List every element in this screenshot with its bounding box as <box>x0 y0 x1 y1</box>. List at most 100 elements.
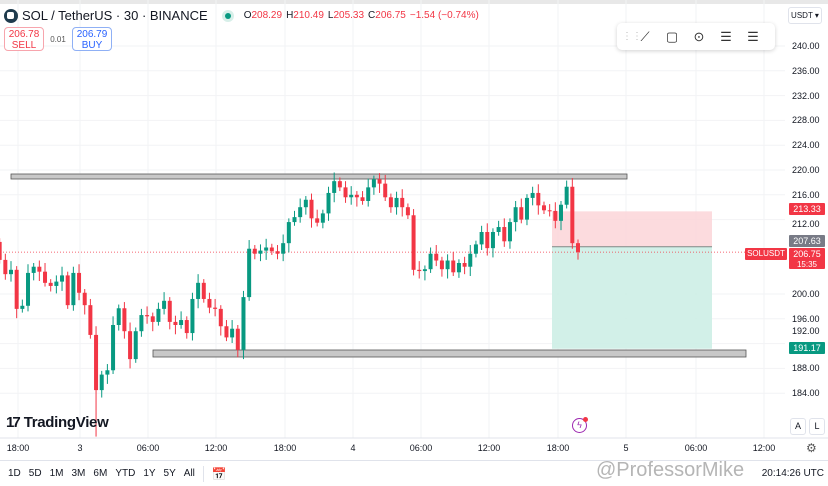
candle-body <box>383 183 388 198</box>
candle-body <box>320 213 325 223</box>
trend-line-icon[interactable]: ⟋ <box>640 28 650 44</box>
candle-body <box>111 325 116 371</box>
lightning-alert-icon[interactable]: ϟ <box>572 417 588 433</box>
rectangle-icon[interactable]: ▢ <box>665 28 679 44</box>
settings-gear-icon[interactable]: ⚙ <box>806 441 817 455</box>
candle-body <box>65 275 70 306</box>
candle-body <box>343 187 348 198</box>
tradingview-logo[interactable]: 17 TradingView <box>6 414 109 431</box>
ohlc-change: −1.54 (−0.74%) <box>409 10 479 21</box>
price-tick-label: 240.00 <box>792 41 820 51</box>
entry-price-label: 207.63 <box>789 235 825 247</box>
candle-body <box>524 197 529 220</box>
short-position-icon[interactable]: ☰ <box>747 28 759 44</box>
symbol-title[interactable]: SOL / TetherUS · 30 · BINANCE <box>22 8 208 23</box>
time-tick-label: 06:00 <box>409 443 433 453</box>
market-open-status-icon <box>221 9 234 22</box>
currency-selector[interactable]: USDT ▾ <box>788 7 822 24</box>
candle-body <box>292 217 297 223</box>
candle-body <box>105 370 110 375</box>
candle-body <box>451 260 456 273</box>
range-1y[interactable]: 1Y <box>143 468 156 479</box>
candle-body <box>145 315 150 317</box>
candle-body <box>439 260 444 270</box>
watermark: @ProfessorMike <box>596 459 745 481</box>
time-tick-label: 5 <box>623 443 629 453</box>
candle-body <box>547 210 552 212</box>
candle-body <box>422 269 427 272</box>
candle-body <box>241 297 246 350</box>
candle-body <box>218 308 223 327</box>
candle-body <box>411 215 416 270</box>
time-tick-label: 12:00 <box>204 443 228 453</box>
range-5d[interactable]: 5D <box>28 468 42 479</box>
range-all[interactable]: All <box>183 468 195 479</box>
candle-body <box>309 199 314 219</box>
candle-body <box>405 207 410 216</box>
stop-price-label: 213.33 <box>789 203 825 215</box>
range-5y[interactable]: 5Y <box>163 468 176 479</box>
candle-body <box>230 328 235 338</box>
price-tick-label: 220.00 <box>792 165 820 175</box>
candle-body <box>303 199 308 208</box>
candle-body <box>281 243 286 254</box>
price-tick-label: 192.00 <box>792 325 820 336</box>
buy-button[interactable]: 206.79 BUY <box>72 27 112 51</box>
candle-body <box>82 292 87 306</box>
candle-body <box>139 315 144 332</box>
candle-body <box>490 232 495 249</box>
time-tick-label: 06:00 <box>684 443 708 453</box>
candle-body <box>156 308 161 322</box>
candle-body <box>150 316 155 322</box>
range-ytd[interactable]: YTD <box>115 468 136 479</box>
candle-body <box>128 331 133 360</box>
spread-value: 0.01 <box>50 34 66 44</box>
ohlc-open: O208.29 <box>243 10 283 21</box>
candle-body <box>507 222 512 242</box>
candle-body <box>558 204 563 221</box>
price-tick-label: 212.00 <box>792 218 820 229</box>
candle-body <box>99 374 104 391</box>
candle-body <box>31 266 36 273</box>
range-6m[interactable]: 6M <box>93 468 108 479</box>
long-position-icon[interactable]: ☰ <box>720 28 732 44</box>
candle-body <box>479 232 484 245</box>
time-tick-label: 18:00 <box>546 443 570 453</box>
candle-body <box>326 192 331 214</box>
candle-body <box>541 205 546 211</box>
candle-body <box>258 250 263 254</box>
candle-body <box>473 244 478 254</box>
candle-body <box>196 282 201 299</box>
candle-body <box>496 227 501 232</box>
candle-body <box>371 179 376 188</box>
candle-body <box>94 334 99 391</box>
circle-icon[interactable]: ⊙ <box>693 28 705 44</box>
candle-body <box>264 247 269 251</box>
candle-body <box>462 263 467 267</box>
candle-body <box>0 241 2 260</box>
tradingview-mark-icon: 17 <box>6 414 21 431</box>
log-scale-button[interactable]: L <box>809 418 825 435</box>
range-1d[interactable]: 1D <box>8 468 21 479</box>
auto-scale-button[interactable]: A <box>790 418 806 435</box>
candle-body <box>26 272 31 306</box>
candle-body <box>116 308 121 325</box>
time-tick-label: 3 <box>77 443 83 453</box>
sell-button[interactable]: 206.78 SELL <box>4 27 44 51</box>
ohlc-close: C206.75 <box>368 10 406 21</box>
candle-body <box>77 272 82 293</box>
candle-body <box>519 207 524 220</box>
calendar-goto-date-icon[interactable]: 📅 <box>211 466 227 481</box>
candle-body <box>3 259 8 275</box>
candle-body <box>14 269 19 309</box>
price-tick-label: 188.00 <box>792 363 820 374</box>
clock[interactable]: 20:14:26 UTC <box>761 468 824 479</box>
range-3m[interactable]: 3M <box>71 468 86 479</box>
range-1m[interactable]: 1M <box>49 468 64 479</box>
candle-body <box>201 282 206 299</box>
price-tick-label: 228.00 <box>792 115 820 126</box>
candle-body <box>54 281 59 286</box>
long-position-stop-zone <box>552 211 712 247</box>
grip-icon[interactable]: ⋮⋮ <box>622 30 642 42</box>
